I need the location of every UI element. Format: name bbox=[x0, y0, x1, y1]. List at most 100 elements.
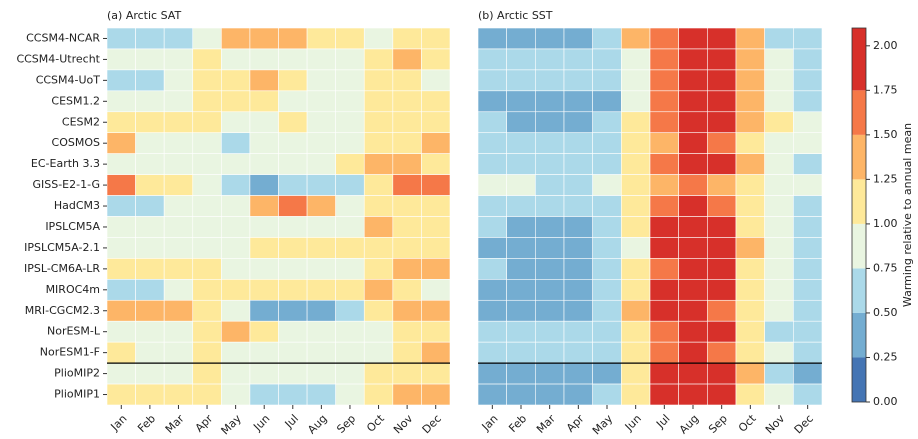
heatmap-cell bbox=[535, 258, 565, 280]
heatmap-cell bbox=[163, 111, 194, 134]
heatmap-cell bbox=[735, 362, 765, 385]
heatmap-cell bbox=[249, 195, 279, 217]
heatmap-cell bbox=[278, 258, 308, 280]
heatmap-cell bbox=[678, 258, 708, 280]
heatmap-cell bbox=[621, 362, 651, 385]
heatmap-cell bbox=[678, 111, 708, 134]
heatmap-cell bbox=[192, 174, 222, 196]
heatmap-cell bbox=[363, 279, 394, 301]
heatmap-cell bbox=[678, 132, 708, 154]
heatmap-cell bbox=[592, 279, 622, 301]
colorbar-segment bbox=[852, 357, 866, 402]
heatmap-cell bbox=[192, 237, 222, 259]
heatmap-cell bbox=[621, 258, 651, 280]
heatmap-cell bbox=[621, 69, 651, 92]
panel-title: (b) Arctic SST bbox=[478, 9, 553, 22]
colorbar-label: Warming relative to annual mean bbox=[901, 123, 914, 307]
heatmap-cell bbox=[363, 216, 394, 238]
heatmap-cell bbox=[363, 132, 394, 154]
heatmap-cell bbox=[221, 258, 251, 280]
heatmap-cell bbox=[477, 341, 507, 364]
heatmap-cell bbox=[392, 237, 422, 259]
heatmap-cell bbox=[135, 90, 165, 113]
heatmap-cell bbox=[421, 237, 451, 259]
heatmap-cell bbox=[764, 132, 794, 154]
heatmap-cell bbox=[793, 132, 823, 154]
heatmap-cell bbox=[764, 237, 794, 259]
heatmap-cell bbox=[535, 362, 565, 385]
heatmap-cell bbox=[477, 153, 507, 175]
heatmap-cell bbox=[707, 383, 737, 406]
heatmap-cell bbox=[163, 299, 194, 322]
heatmap-cell bbox=[192, 383, 222, 406]
heatmap-cell bbox=[563, 216, 593, 238]
heatmap-cell bbox=[163, 279, 194, 301]
heatmap-cell bbox=[678, 383, 708, 406]
x-tick-label: Mar bbox=[534, 412, 558, 435]
heatmap-cell bbox=[535, 69, 565, 92]
heatmap-cell bbox=[335, 90, 365, 113]
y-tick-label: HadCM3 bbox=[54, 199, 100, 212]
heatmap-cell bbox=[278, 27, 308, 50]
heatmap-cell bbox=[477, 237, 507, 259]
heatmap-cell bbox=[363, 90, 394, 113]
heatmap-cell bbox=[764, 174, 794, 196]
heatmap-cell bbox=[764, 111, 794, 134]
heatmap-cell bbox=[764, 320, 794, 343]
heatmap-cell bbox=[649, 69, 679, 92]
heatmap-cell bbox=[306, 299, 336, 322]
heatmap-cell bbox=[392, 279, 422, 301]
y-tick-label: CESM2 bbox=[62, 115, 100, 128]
heatmap-cell bbox=[793, 362, 823, 385]
heatmap-cell bbox=[163, 195, 194, 217]
heatmap-cell bbox=[421, 90, 451, 113]
colorbar-segment bbox=[852, 223, 866, 269]
colorbar-segment bbox=[852, 90, 866, 135]
y-tick-label: EC-Earth 3.3 bbox=[31, 157, 100, 170]
heatmap-cell bbox=[735, 111, 765, 134]
heatmap-cell bbox=[735, 195, 765, 217]
heatmap-cell bbox=[335, 320, 365, 343]
heatmap-cell bbox=[793, 299, 823, 322]
heatmap-cell bbox=[506, 383, 536, 406]
heatmap-cell bbox=[621, 195, 651, 217]
heatmap-cell bbox=[793, 320, 823, 343]
heatmap-cell bbox=[563, 299, 593, 322]
y-tick-label: CCSM4-UoT bbox=[36, 73, 101, 86]
heatmap-cell bbox=[392, 362, 422, 385]
heatmap-cell bbox=[249, 279, 279, 301]
heatmap-cell bbox=[278, 320, 308, 343]
heatmap-cell bbox=[363, 174, 394, 196]
heatmap-cell bbox=[192, 195, 222, 217]
heatmap-cell bbox=[735, 27, 765, 50]
heatmap-cell bbox=[363, 111, 394, 134]
heatmap-cell bbox=[793, 111, 823, 134]
heatmap-cell bbox=[306, 90, 336, 113]
heatmap-cell bbox=[421, 341, 451, 364]
heatmap-cell bbox=[678, 69, 708, 92]
y-tick-label: IPSL-CM6A-LR bbox=[24, 262, 100, 275]
heatmap-cell bbox=[135, 362, 165, 385]
x-tick-label: Oct bbox=[364, 412, 387, 435]
heatmap-cell bbox=[563, 174, 593, 196]
heatmap-cell bbox=[678, 341, 708, 364]
heatmap-cell bbox=[735, 320, 765, 343]
heatmap-cell bbox=[764, 279, 794, 301]
heatmap-cell bbox=[735, 69, 765, 92]
x-tick-label: Jan bbox=[479, 412, 501, 434]
heatmap-cell bbox=[335, 383, 365, 406]
y-tick-label: CESM1.2 bbox=[51, 94, 100, 107]
heatmap-cell bbox=[592, 153, 622, 175]
heatmap-cell bbox=[621, 216, 651, 238]
heatmap-cell bbox=[707, 195, 737, 217]
colorbar-segment bbox=[852, 28, 866, 91]
heatmap-cell bbox=[135, 132, 165, 154]
heatmap-cell bbox=[793, 279, 823, 301]
heatmap-cell bbox=[106, 383, 136, 406]
x-tick-label: Aug bbox=[677, 412, 701, 435]
heatmap-cell bbox=[306, 237, 336, 259]
heatmap-cell bbox=[649, 111, 679, 134]
heatmap-cell bbox=[106, 111, 136, 134]
heatmap-cell bbox=[278, 237, 308, 259]
heatmap-cell bbox=[363, 69, 394, 92]
